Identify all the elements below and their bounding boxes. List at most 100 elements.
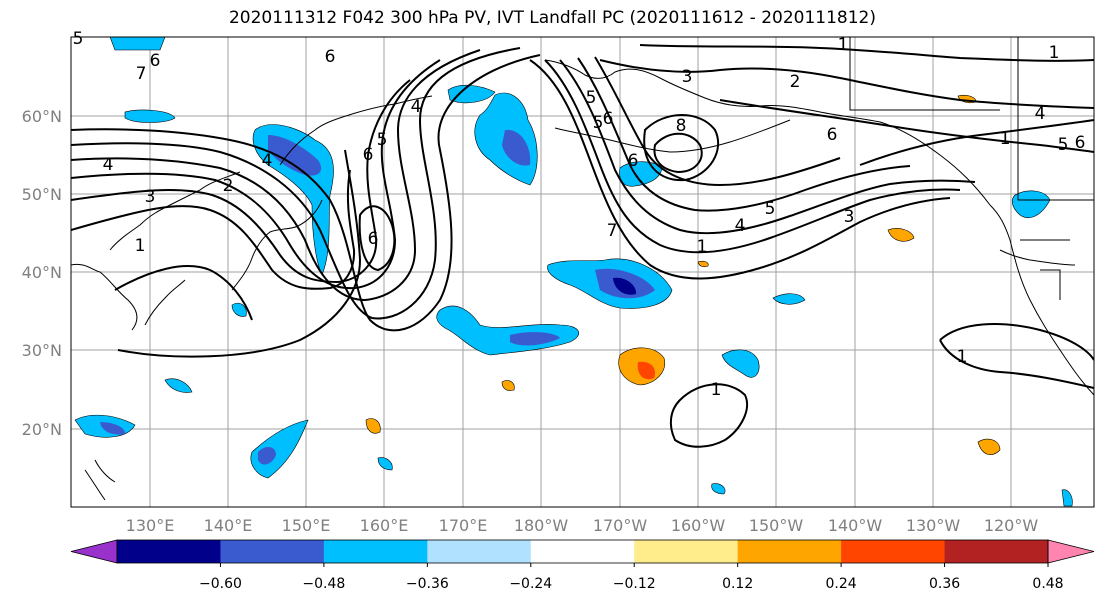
negative-anomaly-core: [613, 277, 637, 295]
longitude-label: 180°W: [514, 516, 569, 535]
pv-contour-label: 4: [735, 216, 746, 236]
colorbar-outline: [116, 539, 1049, 564]
colorbar-tick-label: −0.60: [199, 576, 242, 592]
negative-anomaly-region: [447, 84, 496, 104]
pv-contour-label: 5: [73, 29, 84, 49]
pv-contour-label: 6: [603, 109, 614, 129]
colorbar-segment: [427, 540, 532, 563]
pv-contour-label: 6: [368, 229, 379, 249]
pv-contour-label: 5: [593, 113, 604, 133]
negative-anomaly-core: [258, 446, 276, 465]
colorbar-tick-label: −0.24: [509, 576, 552, 592]
map-frame: [70, 36, 1095, 508]
negative-anomaly-core: [100, 422, 126, 435]
pv-contour-label: 7: [607, 221, 618, 241]
negative-anomaly-region: [377, 457, 393, 471]
colorbar-extend-max: [1047, 539, 1095, 564]
positive-anomaly-region: [697, 260, 709, 268]
colorbar-tick-label: −0.48: [302, 576, 345, 592]
positive-anomaly-region: [977, 438, 1001, 455]
colorbar-extend-min: [70, 539, 118, 564]
figure-title: 2020111312 F042 300 hPa PV, IVT Landfall…: [228, 8, 876, 28]
colorbar: −0.60 −0.48 −0.36 −0.24 −0.12 0.12 0.24 0.36 0.4…: [70, 539, 1095, 592]
colorbar-tick-label: 0.12: [722, 576, 753, 592]
colorbar-segment: [944, 540, 1049, 563]
positive-anomaly-region: [501, 380, 515, 391]
longitude-label: 170°W: [593, 516, 648, 535]
pv-contour-label: 6: [150, 51, 161, 71]
longitude-label: 150°W: [749, 516, 804, 535]
latitude-label: 50°N: [22, 185, 62, 204]
negative-anomaly-region: [721, 349, 760, 378]
colorbar-segment: [117, 540, 221, 563]
pv-contour-label: 4: [103, 155, 114, 175]
pv-contour-label: 1: [957, 347, 968, 367]
longitude-label: 140°E: [204, 516, 253, 535]
longitude-label: 130°E: [126, 516, 175, 535]
pv-contours: [71, 44, 1094, 448]
latitude-labels: 60°N 50°N 40°N 30°N 20°N: [22, 107, 62, 439]
pv-contour-label: 5: [586, 88, 597, 108]
negative-anomaly-region: [124, 109, 176, 123]
negative-anomaly-core: [502, 129, 531, 166]
latitude-label: 20°N: [22, 420, 62, 439]
pv-contour-label: 3: [844, 207, 855, 227]
negative-anomaly-region: [711, 483, 726, 495]
colorbar-segment: [634, 540, 739, 563]
latitude-label: 40°N: [22, 263, 62, 282]
longitude-label: 150°E: [282, 516, 331, 535]
negative-anomaly-region: [231, 302, 247, 317]
colorbar-segment: [841, 540, 946, 563]
pv-contour-label: 1: [1000, 129, 1011, 149]
negative-anomaly-core: [510, 332, 560, 346]
latitude-label: 60°N: [22, 107, 62, 126]
colorbar-tick-label: 0.36: [929, 576, 960, 592]
pv-contour-label: 7: [136, 64, 147, 84]
colorbar-segment: [737, 540, 842, 563]
longitude-label: 160°W: [671, 516, 726, 535]
negative-anomaly-region: [109, 37, 166, 51]
colorbar-tick-label: 0.24: [826, 576, 857, 592]
positive-anomaly-region: [887, 228, 915, 242]
longitude-label: 170°E: [439, 516, 488, 535]
pv-contour-label: 6: [827, 125, 838, 145]
positive-anomaly-region: [365, 418, 381, 434]
pv-contour-label: 4: [411, 97, 422, 117]
longitude-label: 140°W: [828, 516, 883, 535]
colorbar-segment: [323, 540, 428, 563]
pv-contour-label: 2: [790, 72, 801, 92]
longitude-labels: 130°E 140°E 150°E 160°E 170°E 180°W 170°W 160°W…: [126, 516, 1039, 535]
pv-contour-label: 5: [765, 199, 776, 219]
negative-anomaly-region: [164, 378, 193, 393]
positive-anomaly-core: [637, 361, 656, 380]
pv-contour-label: 6: [363, 145, 374, 165]
pv-contour-label: 6: [628, 151, 639, 171]
colorbar-segment: [220, 540, 325, 563]
pv-contour-label: 6: [325, 47, 336, 67]
negative-anomaly-region: [1011, 190, 1051, 219]
pv-contour-label: 1: [1049, 43, 1060, 63]
pv-contour-label: 8: [676, 116, 687, 136]
colorbar-tick-label: −0.12: [613, 576, 656, 592]
gridlines: [71, 37, 1094, 507]
anomaly-fills: [74, 37, 1073, 507]
pv-contour-label: 1: [838, 35, 849, 55]
longitude-label: 130°W: [906, 516, 961, 535]
pv-contour-label: 3: [682, 67, 693, 87]
pv-contour-label: 1: [135, 236, 146, 256]
longitude-label: 120°W: [984, 516, 1039, 535]
negative-anomaly-region: [772, 293, 806, 305]
pv-contour-label: 5: [377, 130, 388, 150]
pv-contour-label: 4: [1035, 104, 1046, 124]
latitude-label: 30°N: [22, 341, 62, 360]
colorbar-tick-label: −0.36: [406, 576, 449, 592]
longitude-label: 160°E: [360, 516, 409, 535]
pv-contour-label: 2: [223, 176, 234, 196]
colorbar-tick-label: 0.48: [1032, 576, 1063, 592]
pv-contour-label: 4: [262, 151, 273, 171]
negative-anomaly-core: [268, 135, 322, 176]
pv-contour-label: 6: [1075, 133, 1086, 153]
pv-contour-label: 5: [1058, 135, 1069, 155]
